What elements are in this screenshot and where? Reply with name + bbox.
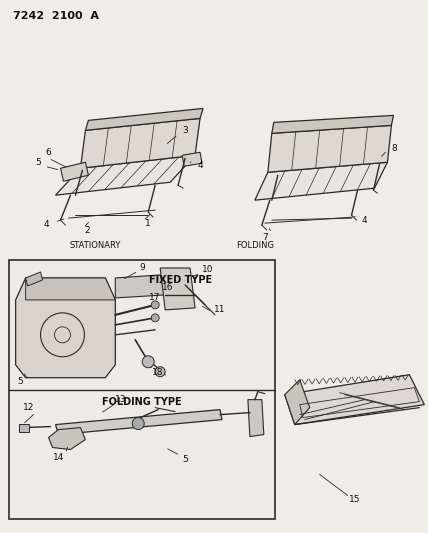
Text: FOLDING TYPE: FOLDING TYPE <box>102 397 181 407</box>
Circle shape <box>142 356 154 368</box>
Text: 10: 10 <box>202 265 214 274</box>
Polygon shape <box>285 375 424 425</box>
Polygon shape <box>60 162 89 181</box>
Text: 4: 4 <box>362 216 367 224</box>
Polygon shape <box>48 427 86 449</box>
Text: 9: 9 <box>140 263 145 272</box>
Polygon shape <box>80 118 200 168</box>
Text: 12: 12 <box>23 403 34 412</box>
Text: 1: 1 <box>146 219 151 228</box>
Text: 16: 16 <box>162 284 174 293</box>
Text: 7242  2100  A: 7242 2100 A <box>13 11 99 21</box>
Text: 17: 17 <box>149 294 161 302</box>
Bar <box>9 260 275 519</box>
Text: FIXED TYPE: FIXED TYPE <box>149 275 212 285</box>
Text: FOLDING: FOLDING <box>236 240 274 249</box>
Polygon shape <box>255 162 387 200</box>
Polygon shape <box>285 379 310 425</box>
Text: 11: 11 <box>214 305 226 314</box>
Text: 13: 13 <box>115 395 126 404</box>
Circle shape <box>132 417 144 430</box>
Text: 3: 3 <box>182 126 188 135</box>
Polygon shape <box>160 268 195 310</box>
Text: 4: 4 <box>44 220 49 229</box>
Text: STATIONARY: STATIONARY <box>70 240 121 249</box>
Text: 2: 2 <box>85 225 90 235</box>
Text: 15: 15 <box>349 495 360 504</box>
Text: 14: 14 <box>53 453 64 462</box>
Circle shape <box>151 314 159 322</box>
Polygon shape <box>16 278 115 378</box>
Circle shape <box>155 367 165 377</box>
Polygon shape <box>268 125 392 172</box>
Text: 6: 6 <box>46 148 51 157</box>
Polygon shape <box>26 278 115 300</box>
Text: 7: 7 <box>262 232 268 241</box>
Polygon shape <box>26 272 42 286</box>
Text: 8: 8 <box>392 144 397 153</box>
Polygon shape <box>272 116 393 133</box>
Text: 5: 5 <box>182 455 188 464</box>
Circle shape <box>151 301 159 309</box>
Polygon shape <box>86 108 203 131</box>
Polygon shape <box>248 400 264 437</box>
Text: 5: 5 <box>18 377 24 386</box>
Polygon shape <box>19 424 29 432</box>
Polygon shape <box>115 275 165 298</box>
Polygon shape <box>56 155 195 195</box>
Text: 4: 4 <box>197 161 203 170</box>
Text: 18: 18 <box>152 368 164 377</box>
Polygon shape <box>56 410 222 434</box>
Polygon shape <box>182 152 202 166</box>
Text: 5: 5 <box>36 158 42 167</box>
